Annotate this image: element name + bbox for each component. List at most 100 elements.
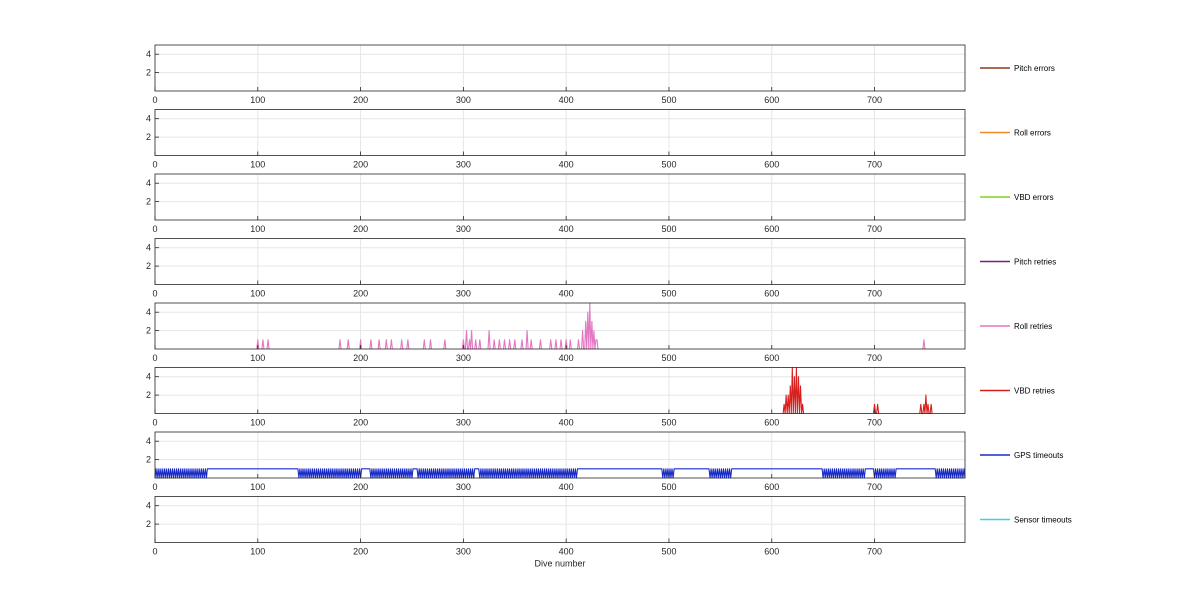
- panel-vbd-errors: 0 100 200 300 400 500 600 700 2 4 VBD errors: [146, 173, 1054, 234]
- x-tick-label: 0: [152, 547, 157, 557]
- y-tick-label: 2: [146, 519, 151, 529]
- x-tick-label: 300: [456, 418, 471, 428]
- x-tick-label: 300: [456, 160, 471, 170]
- x-tick-label: 500: [661, 353, 676, 363]
- axes-frame: [154, 431, 966, 479]
- x-tick-label: 400: [559, 482, 574, 492]
- y-tick-label: 2: [146, 390, 151, 400]
- legend-label-roll-errors: Roll errors: [1014, 129, 1051, 138]
- axes-frame: [154, 44, 966, 92]
- x-tick-label: 0: [152, 224, 157, 234]
- x-tick-label: 0: [152, 482, 157, 492]
- x-tick-label: 300: [456, 482, 471, 492]
- legend-label-pitch-errors: Pitch errors: [1014, 64, 1055, 73]
- x-tick-label: 300: [456, 224, 471, 234]
- x-tick-label: 200: [353, 224, 368, 234]
- x-tick-label: 300: [456, 547, 471, 557]
- x-tick-label: 600: [764, 289, 779, 299]
- x-tick-label: 400: [559, 289, 574, 299]
- x-tick-label: 400: [559, 160, 574, 170]
- x-tick-label: 300: [456, 289, 471, 299]
- y-tick-label: 4: [146, 178, 151, 188]
- legend-label-pitch-retries: Pitch retries: [1014, 258, 1056, 267]
- x-tick-label: 200: [353, 160, 368, 170]
- series-line-roll-retries: [256, 302, 926, 350]
- x-tick-label: 100: [250, 160, 265, 170]
- x-tick-label: 0: [152, 160, 157, 170]
- x-tick-label: 700: [867, 547, 882, 557]
- x-tick-label: 700: [867, 224, 882, 234]
- x-tick-label: 600: [764, 160, 779, 170]
- x-tick-label: 100: [250, 353, 265, 363]
- y-tick-label: 2: [146, 68, 151, 78]
- plot-area: [155, 109, 965, 156]
- x-tick-label: 0: [152, 289, 157, 299]
- x-tick-label: 100: [250, 418, 265, 428]
- plot-area: [155, 367, 965, 414]
- x-tick-label: 500: [661, 418, 676, 428]
- x-tick-label: 500: [661, 224, 676, 234]
- plot-area: [155, 174, 965, 220]
- x-tick-label: 200: [353, 547, 368, 557]
- panel-roll-errors: 0 100 200 300 400 500 600 700 2 4 Roll errors: [146, 109, 1051, 170]
- x-tick-label: 700: [867, 482, 882, 492]
- axes-frame: [154, 367, 966, 414]
- legend-label-gps-timeouts: GPS timeouts: [1014, 451, 1063, 460]
- x-tick-label: 700: [867, 160, 882, 170]
- x-tick-label: 200: [353, 482, 368, 492]
- y-tick-label: 4: [146, 114, 151, 124]
- x-tick-label: 700: [867, 95, 882, 105]
- x-tick-label: 700: [867, 289, 882, 299]
- x-tick-label: 200: [353, 418, 368, 428]
- plot-area: [155, 238, 965, 285]
- panel-pitch-errors: 0 100 200 300 400 500 600 700 2 4 Pitch errors: [146, 44, 1055, 105]
- x-tick-label: 600: [764, 95, 779, 105]
- x-tick-label: 200: [353, 95, 368, 105]
- x-tick-label: 400: [559, 418, 574, 428]
- axes-frame: [154, 302, 966, 350]
- x-tick-label: 200: [353, 289, 368, 299]
- x-tick-label: 0: [152, 418, 157, 428]
- y-tick-label: 2: [146, 326, 151, 336]
- x-tick-label: 200: [353, 353, 368, 363]
- axes-frame: [154, 238, 966, 285]
- panel-vbd-retries: 0 100 200 300 400 500 600 700 2 4 VBD retries: [146, 366, 1055, 428]
- x-tick-label: 400: [559, 353, 574, 363]
- y-tick-label: 4: [146, 372, 151, 382]
- panel-roll-retries: 0 100 200 300 400 500 600 700 2 4 Roll retries: [146, 302, 1052, 363]
- x-tick-label: 600: [764, 547, 779, 557]
- y-tick-label: 4: [146, 307, 151, 317]
- plot-area: [155, 303, 965, 349]
- x-tick-label: 500: [661, 482, 676, 492]
- x-tick-label: 100: [250, 547, 265, 557]
- x-tick-label: 0: [152, 95, 157, 105]
- x-tick-label: 0: [152, 353, 157, 363]
- panel-sensor-timeouts: 0 100 200 300 400 500 600 700 2 4 Sensor timeouts: [146, 496, 1072, 557]
- x-tick-label: 600: [764, 482, 779, 492]
- x-tick-label: 700: [867, 353, 882, 363]
- axes-frame: [154, 173, 966, 221]
- y-tick-label: 2: [146, 261, 151, 271]
- x-tick-label: 400: [559, 547, 574, 557]
- legend-label-vbd-retries: VBD retries: [1014, 387, 1055, 396]
- axes-frame: [154, 109, 966, 156]
- x-tick-label: 400: [559, 224, 574, 234]
- x-tick-label: 600: [764, 224, 779, 234]
- plot-area: [155, 45, 965, 91]
- x-axis-label: Dive number: [534, 559, 585, 569]
- y-tick-label: 2: [146, 132, 151, 142]
- legend-label-roll-retries: Roll retries: [1014, 322, 1052, 331]
- x-tick-label: 300: [456, 353, 471, 363]
- axes-frame: [154, 496, 966, 543]
- legend-label-vbd-errors: VBD errors: [1014, 193, 1054, 202]
- x-tick-label: 700: [867, 418, 882, 428]
- y-tick-label: 4: [146, 501, 151, 511]
- y-tick-label: 2: [146, 197, 151, 207]
- y-tick-label: 4: [146, 243, 151, 253]
- x-tick-label: 400: [559, 95, 574, 105]
- x-tick-label: 600: [764, 418, 779, 428]
- x-tick-label: 100: [250, 224, 265, 234]
- x-tick-label: 100: [250, 482, 265, 492]
